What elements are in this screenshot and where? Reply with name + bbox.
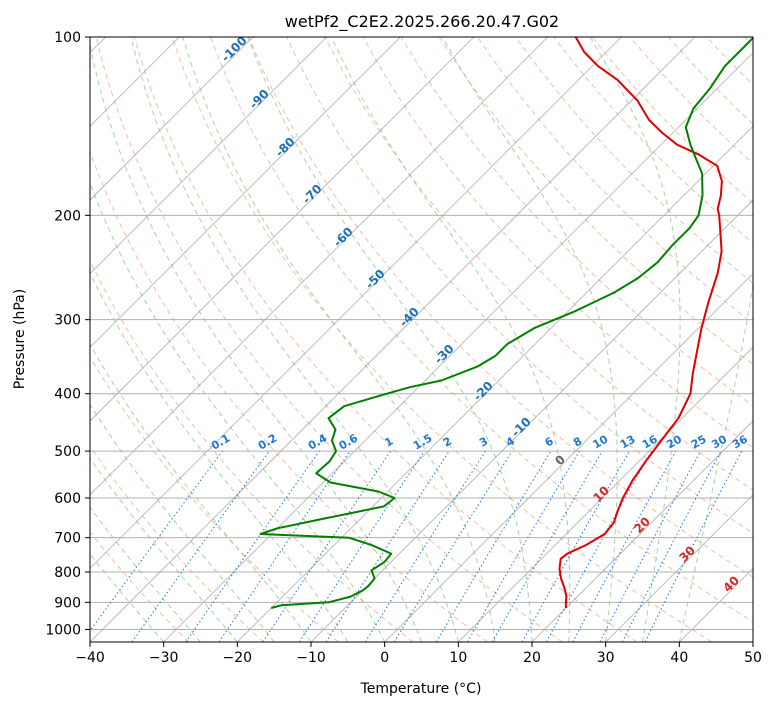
isotherm-line: [458, 346, 753, 642]
moist-adiabat-line: [90, 343, 312, 642]
mixing-ratio-lines: 0.1 0.2 0.4 0.6 1 1.5 2 3 4 6 8 10 13 16 20 25 30 36: [90, 431, 750, 642]
x-tick-label: −30: [149, 650, 179, 666]
dry-adiabat-line: [90, 356, 339, 642]
isotherm-line: [90, 37, 327, 275]
temperature-profile: [558, 37, 723, 609]
isotherm-line: [90, 37, 254, 201]
y-tick-label: 500: [54, 444, 81, 460]
dry-adiabat-line: [133, 37, 638, 642]
mixing-ratio-line: [393, 450, 513, 642]
x-tick-label: 10: [449, 650, 467, 666]
x-axis: −40 −30 −20 −10 0 10 20 30 40 50: [75, 642, 762, 666]
dry-adiabat-line: [90, 531, 190, 642]
moist-adiabat-line: [589, 37, 681, 642]
dry-adiabat-line: [286, 37, 753, 534]
mixing-ratio-line: [262, 450, 392, 642]
plot-frame: [89, 36, 754, 643]
mixing-ratio-line: [185, 450, 320, 642]
dewpoint-profile: [259, 37, 753, 609]
mixing-ratio-line: [298, 450, 425, 642]
moist-adiabat-line: [90, 457, 238, 642]
dry-adiabat-line: [90, 259, 414, 642]
moist-adiabat-line: [130, 37, 459, 642]
x-tick-label: 0: [380, 650, 389, 666]
dry-adiabats: [90, 37, 753, 642]
mixing-ratio-line: [90, 450, 223, 632]
moist-adiabats: [90, 37, 753, 642]
y-tick-label: 700: [54, 531, 81, 547]
moist-adiabat-line: [90, 271, 349, 642]
isotherm-line: [310, 199, 753, 642]
moist-adiabat-line: [90, 42, 422, 642]
dry-adiabat-line: [90, 150, 488, 642]
y-tick-label: 400: [54, 387, 81, 403]
x-tick-label: 30: [597, 650, 615, 666]
x-tick-label: −40: [75, 650, 105, 666]
y-tick-label: 800: [54, 565, 81, 581]
y-axis-label: Pressure (hPa): [12, 289, 28, 389]
pressure-gridlines: [90, 37, 753, 630]
plot-area: 0.1 0.2 0.4 0.6 1 1.5 2 3 4 6 8 10 13 16 20 25 30 36 -100…: [90, 37, 753, 642]
dry-adiabat-line: [477, 37, 753, 325]
profile-series: [259, 37, 753, 609]
moist-adiabat-line: [90, 181, 386, 642]
moist-adiabat-line: [90, 506, 201, 642]
x-tick-label: −10: [296, 650, 326, 666]
y-tick-label: 300: [54, 313, 81, 329]
dry-adiabat-line: [591, 37, 753, 204]
moist-adiabat-line: [331, 37, 571, 642]
y-axis: 100 200 300 400 500 600 700 800 900 1000: [45, 30, 90, 638]
isotherm-line: [90, 37, 401, 348]
dry-adiabat-line: [171, 37, 712, 642]
isotherm-line: [90, 37, 622, 569]
y-tick-label: 1000: [45, 622, 81, 638]
isotherm-line: [384, 273, 753, 642]
y-tick-label: 100: [54, 30, 81, 46]
moist-adiabat-line: [247, 37, 533, 642]
mixing-ratio-line: [325, 450, 450, 642]
dry-adiabat-line: [553, 37, 753, 244]
isotherm-line: [531, 420, 753, 642]
x-tick-label: 40: [670, 650, 688, 666]
moist-adiabat-line: [90, 553, 165, 642]
isotherm-line: [237, 125, 753, 642]
mixing-ratio-line: [644, 450, 743, 642]
x-tick-label: −20: [223, 650, 253, 666]
dry-adiabat-line: [629, 37, 753, 165]
mixing-ratio-line: [545, 450, 653, 642]
x-tick-label: 20: [523, 650, 541, 666]
y-tick-label: 900: [54, 595, 81, 611]
y-tick-label: 200: [54, 208, 81, 224]
isotherm-line: [90, 37, 696, 642]
dry-adiabat-line: [438, 37, 753, 366]
moist-adiabat-line: [441, 37, 618, 642]
dry-adiabat-line: [515, 37, 753, 284]
dry-adiabat-line: [210, 37, 753, 623]
isotherm-line: [90, 37, 548, 496]
mixing-ratio-line: [572, 450, 677, 642]
moist-adiabat-line: [90, 403, 275, 642]
dry-adiabat-line: [248, 37, 753, 578]
isotherm-line: [90, 37, 475, 422]
chart-title: wetPf2_C2E2.2025.266.20.47.G02: [285, 12, 559, 32]
mixing-ratio-line: [521, 450, 630, 642]
x-tick-label: 50: [744, 650, 762, 666]
isotherm-line: [605, 494, 753, 642]
x-axis-label: Temperature (°C): [360, 681, 482, 697]
mixing-ratio-line: [218, 450, 351, 642]
y-tick-label: 600: [54, 491, 81, 507]
mixing-ratio-line: [131, 450, 270, 642]
